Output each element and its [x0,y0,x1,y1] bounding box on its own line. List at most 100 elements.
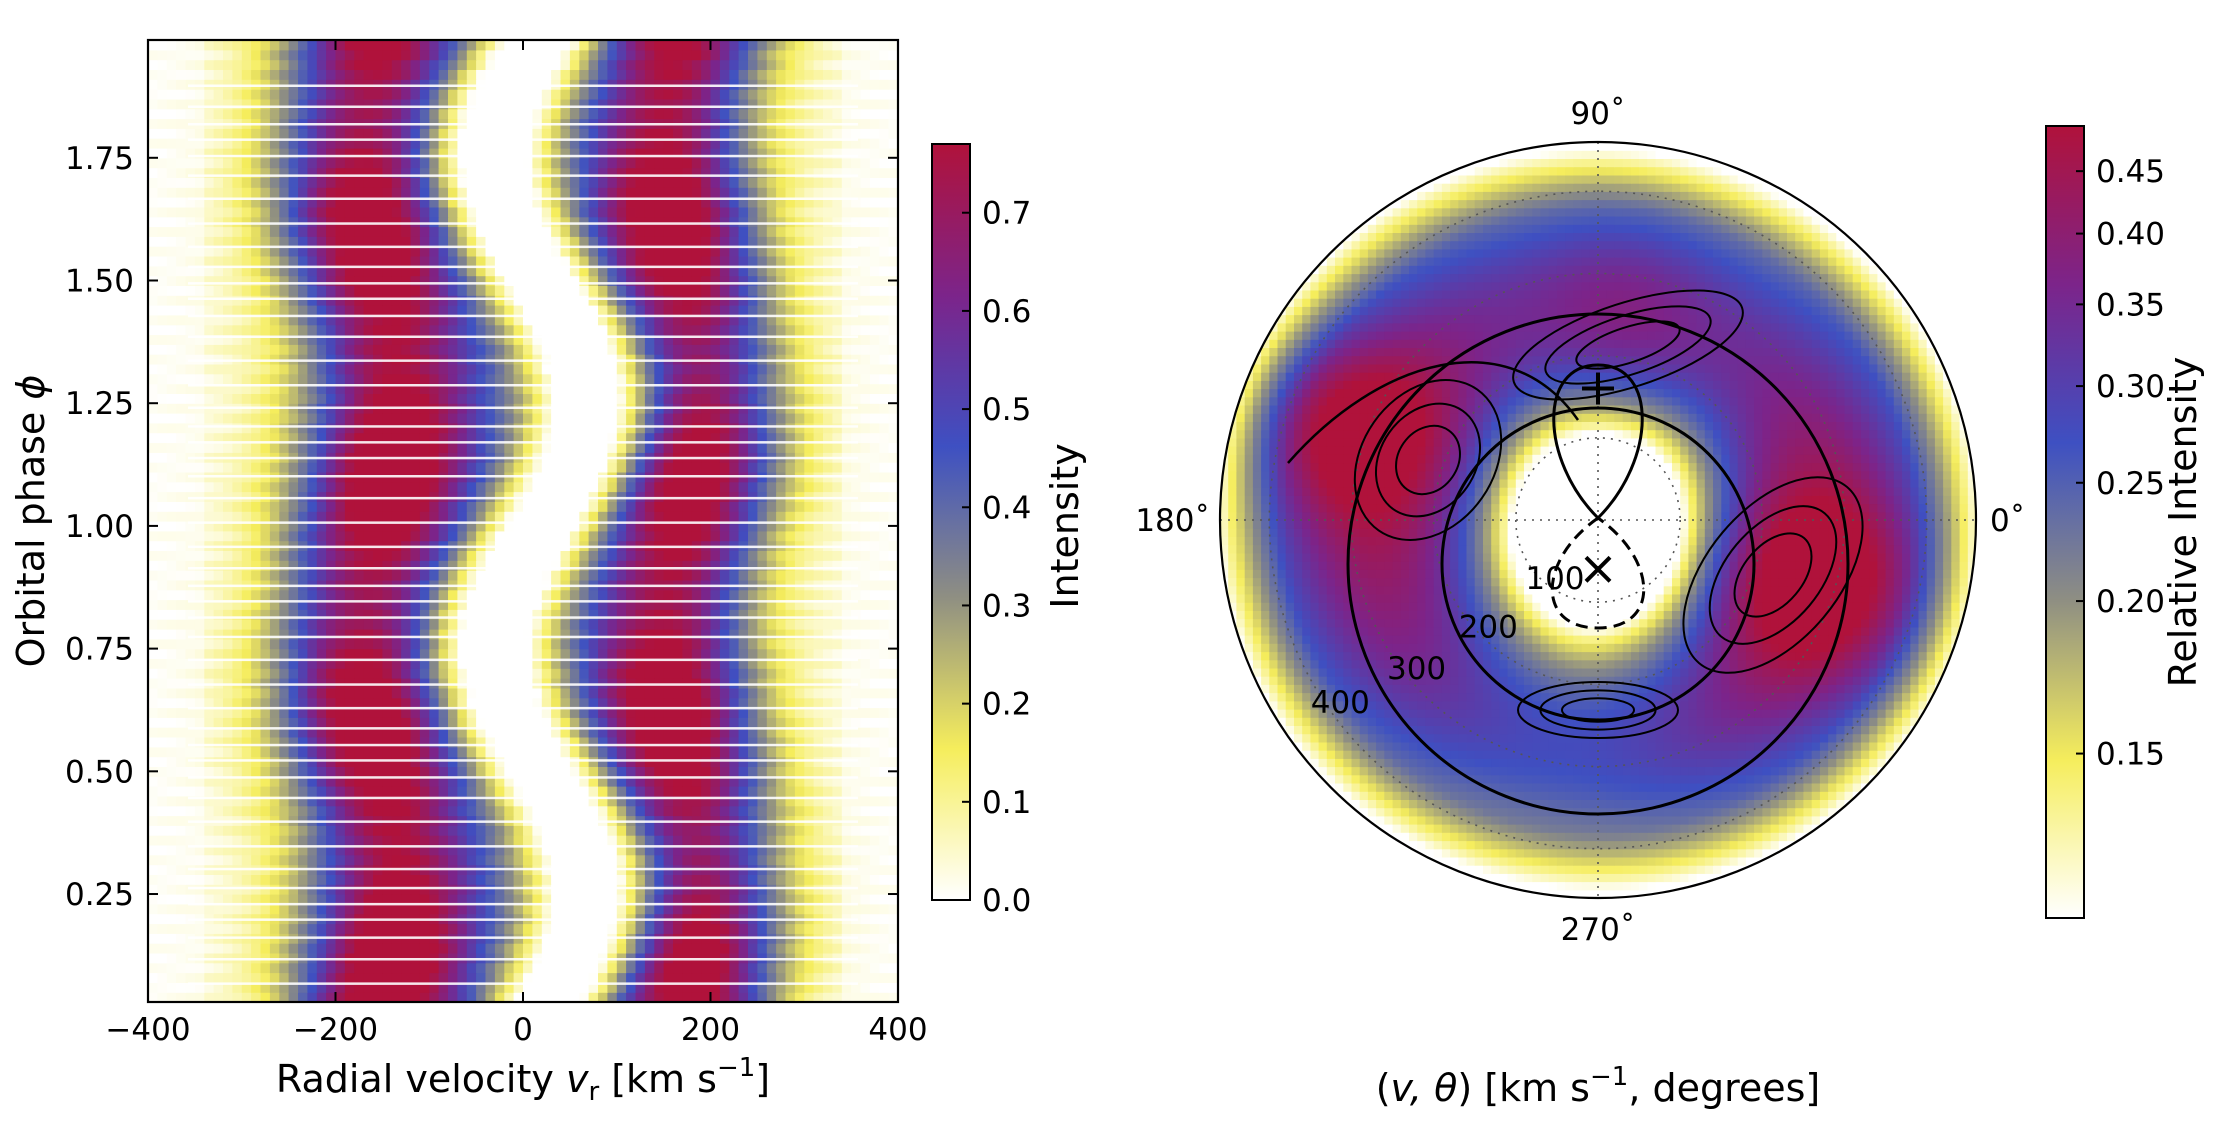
spectrum-cell [485,432,496,444]
spectrum-cell [654,737,665,748]
spectrum-cell [823,521,833,532]
spectrum-cell [391,943,402,954]
spectrum-cell [335,766,346,777]
spectrum-cell [166,452,177,463]
spectrum-cell [504,668,515,679]
spectrum-cell [766,992,777,1002]
spectrum-cell [794,943,805,954]
spectrum-cell [804,825,815,836]
spectrum-cell [288,844,299,856]
spectrum-cell [307,737,318,748]
spectrum-cell [691,570,702,581]
spectrum-cell [757,962,768,974]
spectrum-cell [344,795,355,807]
spectrum-cell [673,422,683,434]
spectrum-cell [485,393,496,404]
spectrum-cell [391,874,402,885]
spectrum-cell [654,511,665,522]
spectrum-cell [382,825,393,836]
spectrum-cell [823,795,833,807]
spectrum-cell [148,570,158,581]
spectrum-cell [794,727,805,738]
spectrum-cell [213,717,224,728]
spectrum-cell [579,697,590,709]
spectrum-cell [663,481,674,493]
spectrum-cell [485,521,496,532]
spectrum-cell [598,599,608,610]
spectrum-cell [476,854,487,866]
spectrum-cell [316,923,327,934]
spectrum-cell [429,874,440,885]
spectrum-cell [851,491,862,502]
spectrum-cell [626,481,637,493]
spectrum-cell [466,521,477,532]
spectrum-cell [213,972,224,983]
spectrum-cell [888,501,898,512]
spectrum-cell [401,658,412,669]
spectrum-cell [879,786,890,797]
spectrum-cell [729,746,740,758]
spectrum-cell [598,619,608,630]
spectrum-cell [410,717,421,728]
spectrum-cell [344,884,355,895]
spectrum-cell [841,668,852,679]
spectrum-cell [616,825,627,836]
spectrum-cell [504,894,515,905]
spectrum-cell [494,481,505,493]
spectrum-cell [260,697,271,709]
spectrum-cell [691,422,702,434]
spectrum-cell [644,786,655,797]
spectrum-cell [401,903,412,915]
spectrum-cell [382,717,393,728]
spectrum-cell [316,707,327,718]
spectrum-cell [401,992,412,1002]
spectrum-cell [757,874,768,885]
spectrum-cell [448,962,458,974]
spectrum-cell [523,609,533,620]
spectrum-cell [448,550,458,561]
spectrum-cell [476,737,487,748]
spectrum-cell [607,766,618,777]
spectrum-cell [569,658,580,669]
spectrum-cell [513,638,524,650]
spectrum-cell [682,668,693,679]
spectrum-cell [541,737,552,748]
spectrum-cell [748,717,758,728]
spectrum-cell [794,511,805,522]
spectrum-cell [691,609,702,620]
spectrum-cell [185,962,196,974]
spectrum-cell [579,844,590,856]
spectrum-cell [260,982,271,993]
spectrum-cell [363,393,374,404]
spectrum-cell [626,629,637,640]
spectrum-cell [241,943,252,954]
spectrum-cell [513,884,524,895]
spectrum-cell [448,599,458,610]
spectrum-cell [410,687,421,699]
spectrum-cell [157,923,168,934]
spectrum-cell [298,825,308,836]
spectrum-cell [626,422,637,434]
spectrum-cell [588,462,599,473]
spectrum-cell [626,442,637,453]
spectrum-cell [316,589,327,601]
spectrum-cell [673,992,683,1002]
spectrum-cell [401,383,412,394]
spectrum-cell [307,756,318,767]
spectrum-cell [579,589,590,601]
spectrum-cell [260,992,271,1002]
spectrum-cell [251,776,262,787]
spectrum-cell [185,501,196,512]
spectrum-cell [513,462,524,473]
spectrum-cell [691,393,702,404]
spectrum-cell [813,962,824,974]
spectrum-cell [363,992,374,1002]
spectrum-cell [644,884,655,895]
spectrum-cell [813,766,824,777]
spectrum-cell [710,648,721,659]
spectrum-cell [823,599,833,610]
spectrum-cell [766,442,777,453]
spectrum-cell [569,501,580,512]
spectrum-cell [560,609,571,620]
spectrum-cell [391,992,402,1002]
